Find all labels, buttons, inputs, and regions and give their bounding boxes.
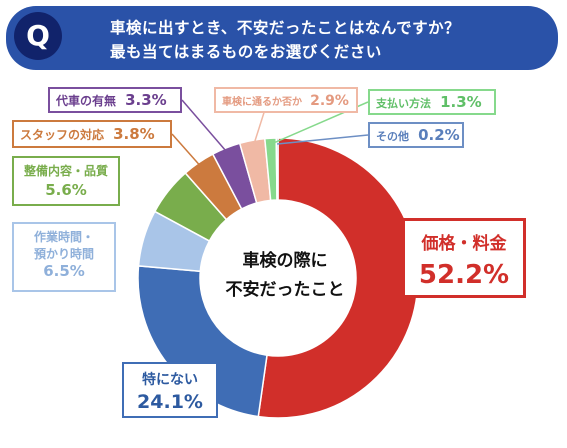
- slice-label-price: 価格・料金 52.2%: [402, 218, 526, 298]
- slice-label-maintenance: 整備内容・品質 5.6%: [12, 156, 120, 206]
- leader-line-loaner: [181, 99, 229, 155]
- slice-label-loaner: 代車の有無 3.3%: [48, 87, 182, 113]
- leader-line-staff: [171, 133, 203, 169]
- slice-label-other: その他 0.2%: [368, 122, 464, 148]
- question-text-line1: 車検に出すとき、不安だったことはなんですか？: [110, 19, 461, 37]
- slice-label-nothing: 特にない 24.1%: [122, 362, 218, 418]
- question-text-line2: 最も当てはまるものをお選びください: [110, 43, 382, 61]
- slice-label-work-time: 作業時間・ 預かり時間 6.5%: [12, 222, 116, 292]
- leader-line-other: [277, 134, 369, 145]
- slice-label-staff: スタッフの対応 3.8%: [12, 120, 172, 148]
- question-badge: Q: [14, 12, 62, 60]
- question-banner: Q 車検に出すとき、不安だったことはなんですか？ 最も当てはまるものをお選びくだ…: [6, 6, 558, 70]
- slice-label-pass-inspection: 車検に通るか否か 2.9%: [214, 87, 358, 113]
- slice-label-payment: 支払い方法 1.3%: [368, 89, 496, 115]
- donut-slices: [137, 137, 419, 419]
- slice-price: [257, 137, 419, 419]
- center-label-line1: 車検の際に: [243, 250, 328, 271]
- slice-other: [275, 137, 279, 201]
- center-label-line2: 不安だったこと: [226, 279, 345, 300]
